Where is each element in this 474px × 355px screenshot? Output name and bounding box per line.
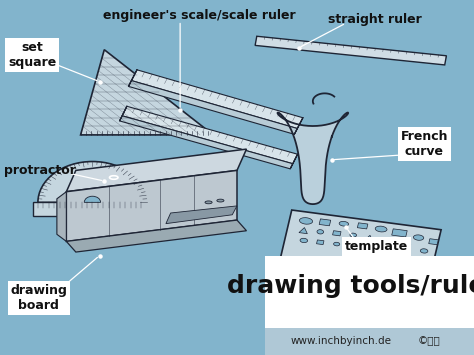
Polygon shape [333,231,341,236]
Polygon shape [351,244,357,249]
Text: template: template [345,240,409,253]
Polygon shape [357,223,368,229]
Ellipse shape [384,239,392,244]
Polygon shape [66,149,246,192]
Polygon shape [33,202,152,216]
Polygon shape [81,50,213,135]
Polygon shape [317,240,324,245]
Bar [265,256,474,355]
Polygon shape [119,116,293,169]
Ellipse shape [300,218,312,224]
Ellipse shape [339,222,348,226]
Polygon shape [385,251,394,256]
Ellipse shape [350,233,356,237]
Polygon shape [57,192,66,241]
Polygon shape [128,81,297,134]
Polygon shape [277,113,348,204]
Ellipse shape [420,249,428,253]
Ellipse shape [300,238,308,242]
Polygon shape [319,219,331,226]
Polygon shape [299,228,307,234]
Ellipse shape [413,235,424,240]
Polygon shape [131,70,303,129]
Ellipse shape [334,242,340,246]
Text: French
curve: French curve [401,130,448,158]
Wedge shape [84,196,100,202]
Polygon shape [166,206,237,224]
Ellipse shape [375,226,387,232]
Bar [265,328,474,355]
Polygon shape [276,210,441,296]
Ellipse shape [317,230,324,234]
Polygon shape [401,243,411,249]
Text: drawing
board: drawing board [10,284,67,312]
Polygon shape [428,239,438,245]
Text: www.inchbyinch.de: www.inchbyinch.de [291,336,392,346]
Wedge shape [38,162,147,202]
Ellipse shape [405,256,411,260]
Text: protractor: protractor [4,164,76,177]
Ellipse shape [217,199,224,202]
Polygon shape [365,235,373,240]
Ellipse shape [368,247,375,251]
Text: drawing tools/rulers: drawing tools/rulers [227,274,474,298]
Text: set
square: set square [8,41,56,69]
Text: engineer's scale/scale ruler: engineer's scale/scale ruler [103,10,295,22]
Polygon shape [66,170,237,241]
Text: ©ⓘⓢ: ©ⓘⓢ [418,336,440,346]
Polygon shape [255,36,447,65]
Polygon shape [122,106,298,164]
Text: straight ruler: straight ruler [328,13,421,26]
Ellipse shape [205,201,212,204]
Polygon shape [420,260,428,265]
Polygon shape [392,229,407,237]
Polygon shape [66,220,246,252]
